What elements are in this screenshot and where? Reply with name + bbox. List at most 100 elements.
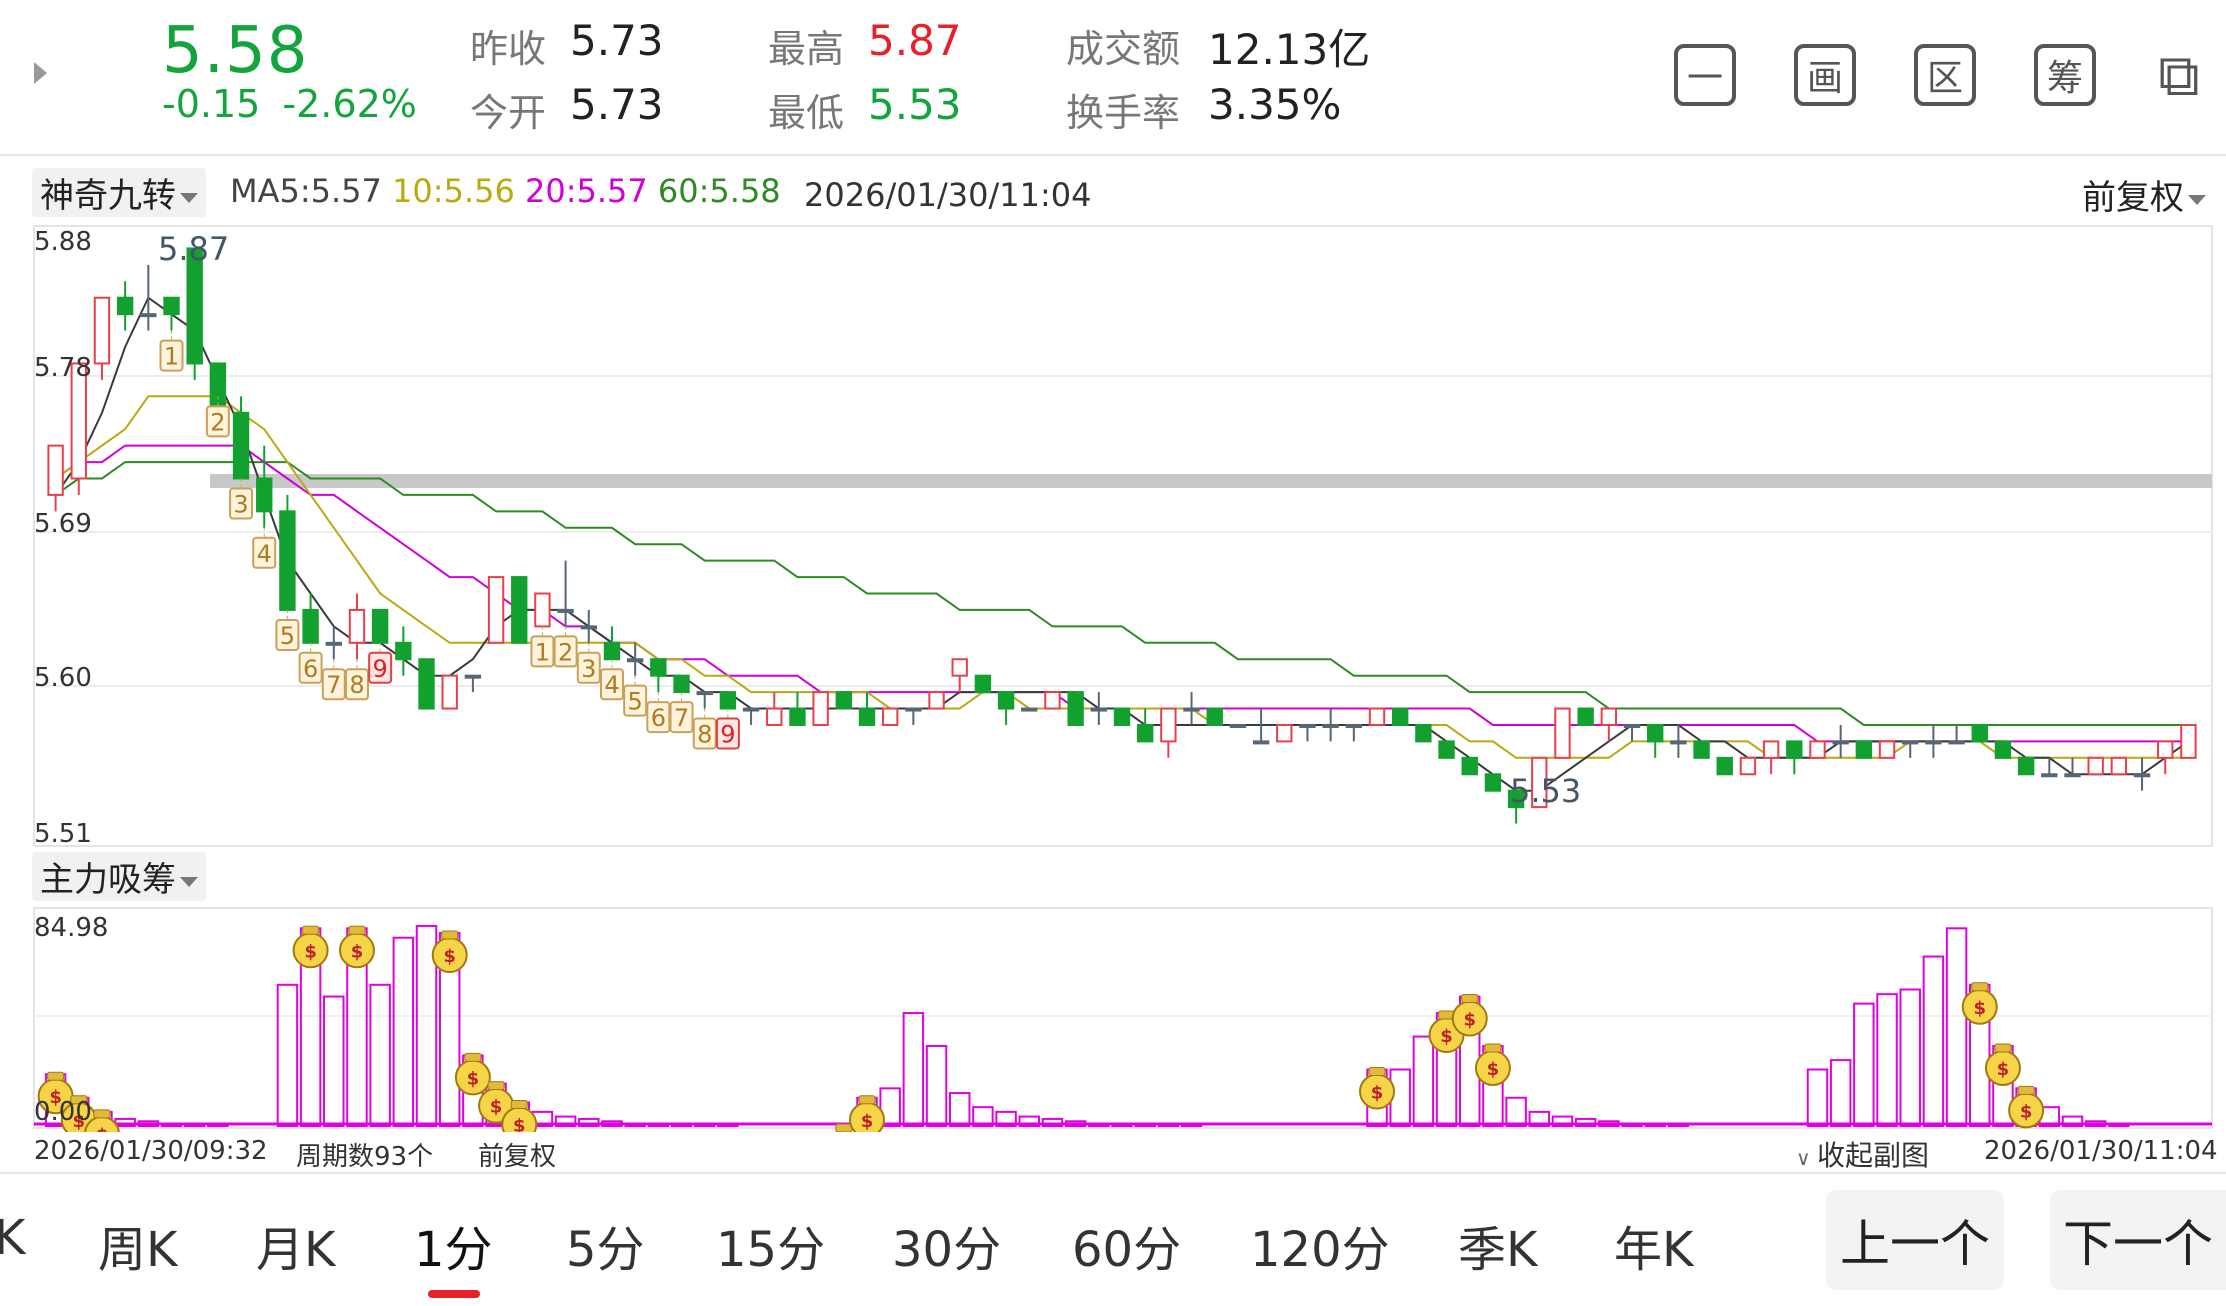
candle: [1902, 740, 1919, 758]
candle: [951, 658, 968, 693]
sub-bar: [995, 1110, 1017, 1127]
nine-turn-label: 1: [159, 330, 184, 372]
candle-body: [812, 691, 829, 726]
money-bag-symbol: $: [2020, 1101, 2033, 1122]
expand-arrow-icon[interactable]: [34, 62, 47, 84]
candle-body: [1090, 707, 1108, 712]
y-axis-label: 5.78: [34, 353, 92, 383]
price-change: -0.15 -2.62%: [162, 82, 417, 126]
nine-turn-label: 4: [252, 527, 277, 569]
candle: [441, 674, 458, 710]
candle-body: [464, 674, 482, 679]
candle-body: [348, 608, 366, 644]
main-force-chart[interactable]: $ $ $ $ $ $ $ $ $ $ $ $ $ $ $ $ $ $ 84.98 0.00: [0, 906, 2226, 1132]
sub-bar: [392, 936, 415, 1128]
sub-bar: [2108, 1122, 2130, 1127]
candle-body: [418, 658, 435, 710]
next-button[interactable]: 下一个: [2050, 1190, 2226, 1290]
nine-turn-box: [229, 487, 254, 520]
collapse-sub-chart-button[interactable]: ∨ 收起副图: [1796, 1134, 1929, 1174]
turnover-label: 换手率: [1066, 91, 1181, 135]
nine-turn-number: 9: [720, 721, 735, 749]
sub-bar: [1134, 1122, 1156, 1127]
tab-30min[interactable]: 30分: [892, 1222, 1002, 1278]
nine-turn-label: 4: [599, 659, 624, 701]
nine-turn-number: 3: [233, 490, 248, 518]
candle: [905, 707, 922, 725]
tab-season-k[interactable]: 季K: [1458, 1222, 1538, 1278]
tab-1min[interactable]: 1分: [414, 1222, 493, 1278]
candle-body: [1507, 789, 1525, 809]
sub-bar: [1111, 1122, 1133, 1127]
nine-turn-box: [715, 717, 740, 750]
money-bag-tie: [348, 925, 366, 935]
candle: [2017, 756, 2035, 776]
money-bag-tie: [858, 1095, 876, 1105]
period-count: 周期数93个: [296, 1142, 434, 1172]
prev-button[interactable]: 上一个: [1826, 1190, 2004, 1290]
sub-bar: [1041, 1117, 1064, 1127]
candle: [1948, 724, 1965, 745]
sub-indicator-selector[interactable]: 主力吸筹: [32, 852, 206, 901]
money-bag-tie: [487, 1081, 505, 1091]
sub-bar: [972, 1106, 994, 1128]
candle: [2110, 756, 2128, 776]
candle-body: [858, 707, 876, 726]
sub-y-top-label: 84.98: [34, 913, 108, 943]
money-bag-icon: $: [1451, 994, 1488, 1037]
tab-15min[interactable]: 15分: [716, 1222, 826, 1278]
draw-button[interactable]: 画: [1794, 44, 1856, 106]
candle: [302, 593, 319, 644]
multi-screen-button[interactable]: ⧉: [2158, 40, 2200, 109]
candle: [1183, 692, 1200, 725]
candle: [395, 626, 412, 676]
candle-body: [835, 691, 852, 710]
interval-button[interactable]: 区: [1914, 44, 1976, 106]
candle: [232, 396, 250, 480]
adjust-selector[interactable]: 前复权: [2082, 170, 2206, 219]
candle: [997, 691, 1015, 725]
tabs-divider: [0, 1172, 2226, 1174]
candle: [2133, 757, 2151, 791]
candle: [1832, 724, 1849, 758]
candle-body: [1484, 773, 1502, 792]
candle: [2041, 757, 2058, 778]
y-axis-label: 5.88: [34, 227, 92, 257]
tab-5min[interactable]: 5分: [566, 1222, 645, 1278]
candle-body: [163, 296, 180, 316]
candle-body: [1044, 691, 1061, 710]
money-bag-symbol: $: [1487, 1059, 1500, 1080]
candle-body: [511, 576, 528, 644]
money-bag-tie: [1994, 1043, 2012, 1053]
candle: [1600, 707, 1618, 742]
tab-k[interactable]: K: [0, 1210, 26, 1266]
ma60-line: [55, 461, 2189, 726]
tab-120min[interactable]: 120分: [1250, 1222, 1390, 1278]
indicator-selector[interactable]: 神奇九转: [32, 168, 206, 217]
sub-bar: [183, 1122, 206, 1127]
candle: [1762, 740, 1780, 775]
sub-bar: [1853, 1002, 1875, 1127]
money-bag-symbol: $: [443, 946, 456, 967]
candle-body: [766, 707, 783, 726]
cursor-timestamp: 2026/01/30/11:04: [804, 176, 1092, 214]
chips-button[interactable]: 筹: [2034, 44, 2096, 106]
nine-turn-label: 7: [321, 659, 346, 701]
money-bag-tie: [302, 925, 320, 935]
tab-week-k[interactable]: 周K: [98, 1222, 178, 1278]
candle: [626, 642, 644, 676]
money-bag-tie: [70, 1095, 88, 1105]
nine-turn-box: [669, 701, 694, 734]
y-axis-label: 5.51: [34, 819, 92, 849]
candle-body: [1693, 740, 1710, 759]
reference-price-band: [210, 474, 2212, 488]
tab-year-k[interactable]: 年K: [1614, 1222, 1694, 1278]
money-bag-icon: $: [292, 925, 329, 969]
candle-body: [487, 576, 505, 644]
candle-body: [1925, 740, 1942, 745]
minus-button[interactable]: 一: [1674, 44, 1736, 106]
tab-60min[interactable]: 60分: [1072, 1222, 1182, 1278]
candle-body: [1229, 723, 1247, 728]
tab-month-k[interactable]: 月K: [256, 1222, 336, 1278]
